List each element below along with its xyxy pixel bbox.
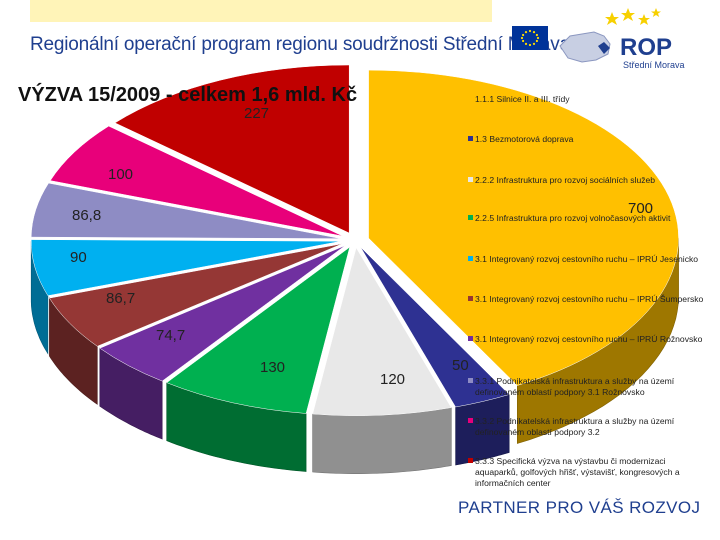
legend-swatch [468, 136, 473, 141]
legend-label: 3.3.2 Podnikatelská infrastruktura a slu… [475, 416, 675, 437]
legend-swatch [468, 336, 473, 341]
legend-label: 2.2.5 Infrastruktura pro rozvoj volnočas… [475, 213, 671, 223]
legend-item: 1.3 Bezmotorová doprava [468, 134, 704, 145]
legend-label: 1.1.1 Silnice II. a III. třídy [475, 94, 570, 104]
pie-slice-8 [49, 125, 343, 237]
legend-swatch [468, 378, 473, 383]
rop-logo-text: ROP [620, 34, 673, 61]
legend-item: 3.1 Integrovaný rozvoj cestovního ruchu … [468, 254, 704, 265]
legend-label: 3.1 Integrovaný rozvoj cestovního ruchu … [475, 294, 704, 304]
czech-map-stars-icon [559, 8, 661, 63]
legend-item: 3.3.2 Podnikatelská infrastruktura a slu… [468, 416, 704, 438]
legend-label: 3.3.1 Podnikatelská infrastruktura a slu… [475, 376, 675, 397]
legend-swatch [468, 256, 473, 261]
pie-slice-9 [114, 64, 350, 234]
legend-item: 3.3.1 Podnikatelská infrastruktura a slu… [468, 376, 704, 398]
legend-swatch [468, 177, 473, 182]
legend-swatch [468, 296, 473, 301]
pie-data-label-5: 86,7 [106, 290, 135, 307]
legend-item: 3.3.3 Specifická výzva na výstavbu či mo… [468, 456, 704, 489]
pie-slice-1 [360, 246, 510, 408]
pie-slice-side-2 [312, 407, 452, 474]
legend-swatch [468, 458, 473, 463]
legend-label: 3.1 Integrovaný rozvoj cestovního ruchu … [475, 334, 703, 344]
legend-item: 3.1 Integrovaný rozvoj cestovního ruchu … [468, 294, 704, 305]
legend-item: 2.2.2 Infrastruktura pro rozvoj sociální… [468, 175, 704, 186]
legend-label: 3.1 Integrovaný rozvoj cestovního ruchu … [475, 254, 699, 264]
pie-data-label-6: 90 [70, 249, 87, 266]
pie-data-label-3: 130 [260, 359, 285, 376]
pie-data-label-1: 50 [452, 357, 469, 374]
legend-swatch [468, 96, 473, 101]
rop-logo-subtitle: Střední Morava [623, 60, 685, 70]
legend-item: 2.2.5 Infrastruktura pro rozvoj volnočas… [468, 213, 704, 224]
pie-data-label-7: 86,8 [72, 207, 101, 224]
pie-slice-7 [30, 182, 342, 239]
legend-swatch [468, 418, 473, 423]
pie-data-label-2: 120 [380, 371, 405, 388]
legend-item: 3.1 Integrovaný rozvoj cestovního ruchu … [468, 334, 704, 345]
pie-data-label-0: 700 [628, 200, 653, 217]
pie-slice-3 [166, 246, 351, 414]
footer-slogan: PARTNER PRO VÁŠ ROZVOJ [458, 498, 701, 517]
top-decor-band [30, 0, 492, 22]
header-title: Regionální operační program regionu soud… [30, 34, 570, 55]
legend-label: 3.3.3 Specifická výzva na výstavbu či mo… [475, 456, 680, 488]
pie-slice-5 [48, 243, 343, 347]
legend-label: 1.3 Bezmotorová doprava [475, 134, 574, 144]
legend-label: 2.2.2 Infrastruktura pro rozvoj sociální… [475, 175, 656, 185]
legend-swatch [468, 215, 473, 220]
pie-slice-6 [30, 239, 342, 296]
pie-slice-0 [368, 69, 679, 386]
pie-slice-2 [312, 247, 452, 416]
pie-data-label-8: 100 [108, 166, 133, 183]
pie-slice-4 [99, 245, 346, 382]
pie-data-label-9: 227 [244, 105, 269, 122]
legend-item: 1.1.1 Silnice II. a III. třídy [468, 94, 704, 105]
eu-flag-icon [512, 26, 548, 50]
pie-data-label-4: 74,7 [156, 327, 185, 344]
chart-title: VÝZVA 15/2009 - celkem 1,6 mld. Kč [18, 84, 358, 106]
